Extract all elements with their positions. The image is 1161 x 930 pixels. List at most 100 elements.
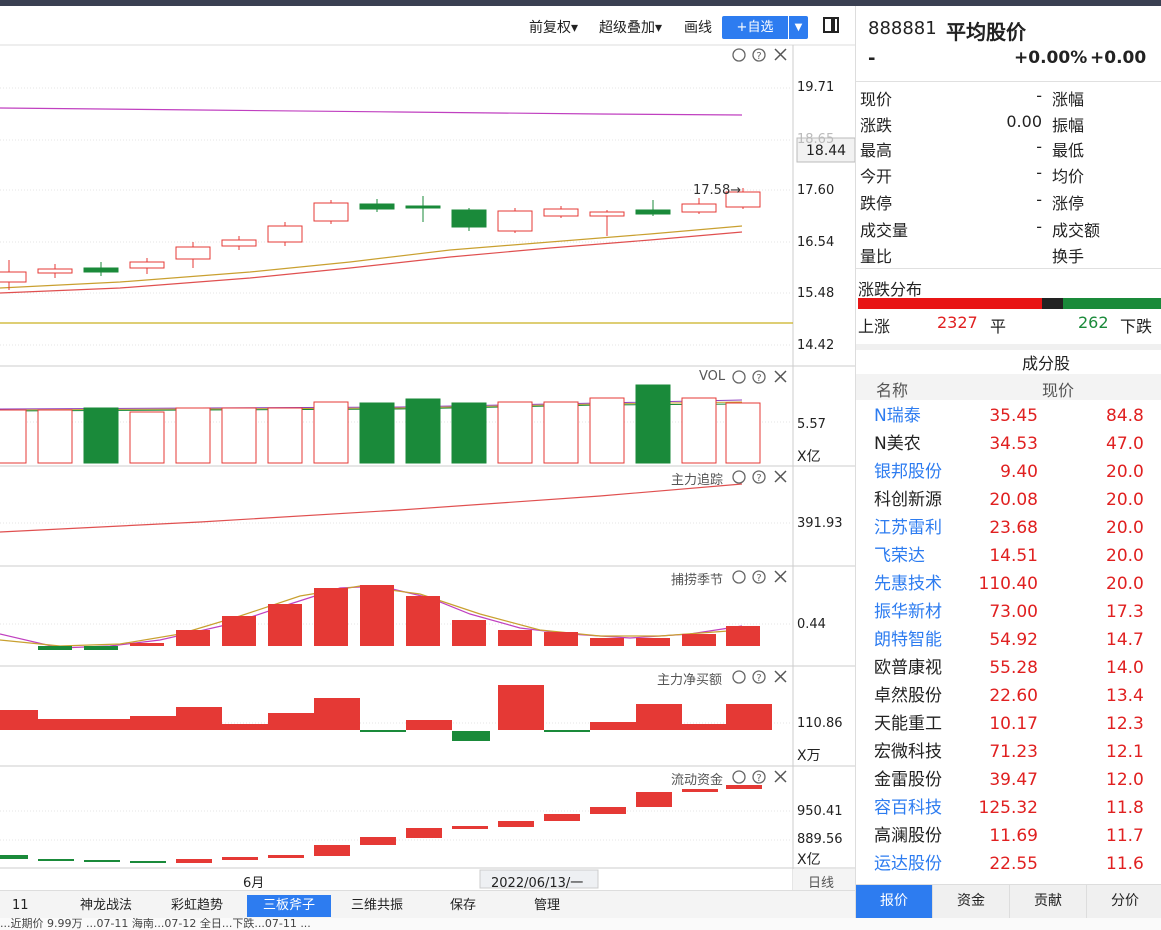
down-label: 下跌 xyxy=(1120,317,1153,336)
candle xyxy=(359,203,395,210)
list-item[interactable]: 江苏雷利 23.68 20.0 xyxy=(874,514,1161,542)
news-ticker[interactable]: ...近期价 9.99万 ...07-11 海南...07-12 全日...下跌… xyxy=(0,918,1161,930)
volume-bar xyxy=(725,402,761,464)
indicator-bar xyxy=(38,646,72,650)
stock-pct-cell: 11.6 xyxy=(1106,854,1144,874)
indicator-bar xyxy=(268,604,302,646)
add-favorite-dropdown-icon[interactable]: ▼ xyxy=(789,16,808,39)
stock-name-cell[interactable]: 卓然股份 xyxy=(874,686,942,706)
quote-label: 现价 xyxy=(860,90,893,109)
kline-chart[interactable]: ??? ??? xyxy=(0,0,855,890)
quote-value: - xyxy=(1036,137,1042,156)
list-item[interactable]: 银邦股份 9.40 20.0 xyxy=(874,458,1161,486)
stock-name-cell[interactable]: 高澜股份 xyxy=(874,826,942,846)
template-tab[interactable]: 彩虹趋势 xyxy=(171,898,224,913)
quote-label-right: 成交额 xyxy=(1052,221,1101,240)
list-item[interactable]: 高澜股份 11.69 11.7 xyxy=(874,822,1161,850)
stock-name-cell[interactable]: 银邦股份 xyxy=(874,462,942,482)
list-item[interactable]: 宏微科技 71.23 12.1 xyxy=(874,738,1161,766)
stock-price-cell: 22.60 xyxy=(989,686,1038,706)
indicator-bar xyxy=(130,861,166,863)
volume-bar xyxy=(37,409,73,464)
list-item[interactable]: 运达股份 22.55 11.6 xyxy=(874,850,1161,878)
volume-bar xyxy=(681,397,717,464)
list-item[interactable]: N美农 34.53 47.0 xyxy=(874,430,1161,458)
list-item[interactable]: 朗特智能 54.92 14.7 xyxy=(874,626,1161,654)
volume-bar xyxy=(83,407,119,464)
volume-bar xyxy=(129,411,165,464)
stock-name-cell[interactable]: N瑞泰 xyxy=(874,406,921,426)
stock-name-cell[interactable]: 容百科技 xyxy=(874,798,942,818)
stock-name-cell[interactable]: 振华新材 xyxy=(874,602,942,622)
x-axis-cursor-date: 2022/06/13/一 xyxy=(491,876,584,891)
indicator-bar xyxy=(544,730,590,732)
indicator-bar xyxy=(222,857,258,860)
list-item[interactable]: 振华新材 73.00 17.3 xyxy=(874,598,1161,626)
list-item[interactable]: N瑞泰 35.45 84.8 xyxy=(874,402,1161,430)
indicator-label: 流动资金 xyxy=(671,773,724,788)
stock-code: 888881 xyxy=(868,18,937,39)
col-price-header[interactable]: 现价 xyxy=(1042,381,1075,400)
indicator-label: 主力追踪 xyxy=(671,473,724,488)
stock-name-cell[interactable]: 天能重工 xyxy=(874,714,942,734)
add-favorite-button[interactable]: +自选 xyxy=(722,16,788,39)
x-axis-month: 6月 xyxy=(243,876,265,891)
stock-pct-cell: 47.0 xyxy=(1106,434,1144,454)
indicator-bar xyxy=(84,646,118,650)
stock-name-cell[interactable]: 运达股份 xyxy=(874,854,942,874)
list-item[interactable]: 卓然股份 22.60 13.4 xyxy=(874,682,1161,710)
list-item[interactable]: 先惠技术 110.40 20.0 xyxy=(874,570,1161,598)
indicator-bar xyxy=(222,724,268,730)
draw-line-button[interactable]: 画线 xyxy=(684,20,712,36)
panel-tab[interactable]: 资金 xyxy=(933,884,1010,918)
template-tab[interactable]: 三维共振 xyxy=(351,898,404,913)
candle xyxy=(37,268,73,274)
stock-name-cell[interactable]: 金雷股份 xyxy=(874,770,942,790)
template-tab[interactable]: 11 xyxy=(12,898,29,913)
indicator-bar xyxy=(498,685,544,730)
adjust-dropdown[interactable]: 前复权▾ xyxy=(529,20,579,36)
panel-layout-icon[interactable] xyxy=(823,17,839,33)
panel-tab[interactable]: 分价 xyxy=(1087,884,1161,918)
stock-name: 平均股价 xyxy=(946,20,1026,44)
stock-name-cell[interactable]: 江苏雷利 xyxy=(874,518,942,538)
list-item[interactable]: 天能重工 10.17 12.3 xyxy=(874,710,1161,738)
svg-text:?: ? xyxy=(756,473,761,484)
stock-pct-cell: 20.0 xyxy=(1106,462,1144,482)
stock-name-cell[interactable]: 宏微科技 xyxy=(874,742,942,762)
high-annotation: 17.58→ xyxy=(693,183,742,198)
price-tick: 15.48 xyxy=(797,286,835,301)
list-item[interactable]: 金雷股份 39.47 12.0 xyxy=(874,766,1161,794)
stock-name-cell[interactable]: 飞荣达 xyxy=(874,546,925,566)
stock-name-cell[interactable]: N美农 xyxy=(874,434,921,454)
stock-price-cell: 11.69 xyxy=(989,826,1038,846)
panel-tab[interactable]: 贡献 xyxy=(1010,884,1087,918)
indicator-axis-tick: 889.56 xyxy=(797,832,843,847)
template-tab[interactable]: 保存 xyxy=(450,898,477,913)
template-tab[interactable]: 管理 xyxy=(534,898,561,913)
quote-label-right: 换手 xyxy=(1052,247,1085,266)
list-item[interactable]: 欧普康视 55.28 14.0 xyxy=(874,654,1161,682)
overlay-dropdown[interactable]: 超级叠加▾ xyxy=(599,20,663,36)
indicator-bar xyxy=(314,698,360,730)
volume-bar xyxy=(221,407,257,464)
list-item[interactable]: 容百科技 125.32 11.8 xyxy=(874,794,1161,822)
panel-tab[interactable]: 报价 xyxy=(856,884,933,918)
stock-name-cell[interactable]: 先惠技术 xyxy=(874,574,942,594)
candle xyxy=(313,202,349,222)
list-item[interactable]: 飞荣达 14.51 20.0 xyxy=(874,542,1161,570)
quote-label: 跌停 xyxy=(860,194,893,213)
col-name-header[interactable]: 名称 xyxy=(876,381,909,400)
stock-name-cell[interactable]: 欧普康视 xyxy=(874,658,942,678)
indicator-axis-tick: 110.86 xyxy=(797,716,843,731)
template-tab[interactable]: 神龙战法 xyxy=(80,898,133,913)
template-tab-active[interactable]: 三板斧子 xyxy=(247,895,331,917)
stock-name-cell[interactable]: 科创新源 xyxy=(874,490,942,510)
indicator-bar xyxy=(726,785,762,789)
list-item[interactable]: 科创新源 20.08 20.0 xyxy=(874,486,1161,514)
stock-price-cell: 110.40 xyxy=(978,574,1038,594)
stock-name-cell[interactable]: 朗特智能 xyxy=(874,630,942,650)
indicator-bar xyxy=(544,632,578,646)
period-label[interactable]: 日线 xyxy=(808,876,835,891)
indicator-bar xyxy=(682,724,728,730)
